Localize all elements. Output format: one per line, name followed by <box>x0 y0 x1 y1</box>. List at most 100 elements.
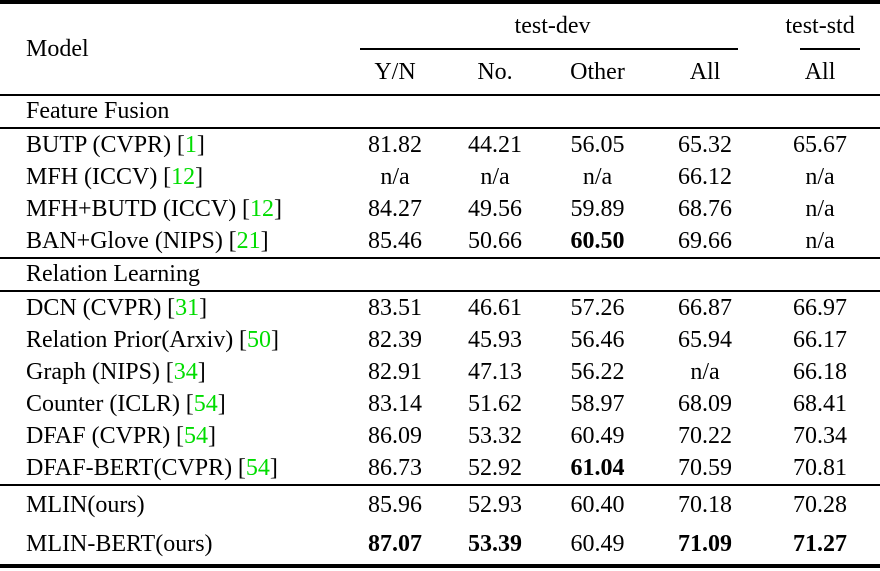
cell-std-all: 70.81 <box>793 454 848 481</box>
model-name: BAN+Glove (NIPS) <box>26 227 223 254</box>
bracket-close: ] <box>195 163 204 190</box>
cell-other: 58.97 <box>570 390 625 417</box>
cell-all: 70.59 <box>678 454 733 481</box>
column-header-all: All <box>689 58 721 85</box>
table-row-counter: Counter (ICLR) [54] 83.14 51.62 58.97 68.… <box>0 388 880 420</box>
citation-link[interactable]: [1] <box>177 132 205 158</box>
model-name: MLIN(ours) <box>26 492 145 518</box>
bracket-close: ] <box>273 195 282 222</box>
bracket-close: ] <box>196 131 205 158</box>
citation-link[interactable]: [12] <box>242 196 282 222</box>
model-cell: MLIN(ours) <box>0 485 345 525</box>
table-row-dcn: DCN (CVPR) [31] 83.51 46.61 57.26 66.87 6… <box>0 291 880 324</box>
cell-std-all: n/a <box>805 195 835 222</box>
cell-no: 51.62 <box>468 390 522 417</box>
table-row-graph: Graph (NIPS) [34] 82.91 47.13 56.22 n/a 6… <box>0 356 880 388</box>
bracket-open: [ <box>239 326 248 353</box>
cell-yn: 82.91 <box>368 358 422 385</box>
cell-no: 49.56 <box>468 195 522 222</box>
citation-number: 21 <box>236 227 261 254</box>
cell-std-all: 66.18 <box>793 358 848 385</box>
cell-std-all: 68.41 <box>793 390 848 417</box>
bracket-close: ] <box>271 326 280 353</box>
cmidrule-test-dev <box>360 48 739 50</box>
header-group-row: Model test-dev test-std <box>0 2 880 62</box>
model-name: MFH (ICCV) <box>26 163 158 190</box>
cell-yn: 84.27 <box>368 195 422 222</box>
citation-link[interactable]: [50] <box>239 327 279 353</box>
table-row-ban-glove: BAN+Glove (NIPS) [21] 85.46 50.66 60.50 6… <box>0 225 880 258</box>
column-header-no: No. <box>477 58 513 85</box>
bracket-close: ] <box>217 390 226 417</box>
model-cell: DFAF (CVPR) [54] <box>0 420 345 452</box>
table-row-mlin-bert: MLIN-BERT(ours) 87.07 53.39 60.49 71.09 … <box>0 525 880 566</box>
cell-std-all: 70.28 <box>793 492 848 518</box>
column-header-other: Other <box>570 58 625 85</box>
citation-link[interactable]: [54] <box>186 391 226 417</box>
model-name: MFH+BUTD (ICCV) <box>26 195 237 222</box>
cell-no: 47.13 <box>468 358 522 385</box>
bracket-close: ] <box>269 454 278 481</box>
model-name: MLIN-BERT(ours) <box>26 531 213 557</box>
column-header-yn: Y/N <box>374 58 416 85</box>
cell-yn: 83.14 <box>368 390 422 417</box>
cell-no: 44.21 <box>468 131 522 158</box>
citation-link[interactable]: [21] <box>229 228 269 254</box>
cell-std-all: 66.17 <box>793 326 848 353</box>
citation-number: 54 <box>193 390 218 417</box>
model-cell: Counter (ICLR) [54] <box>0 388 345 420</box>
header-subcolumn-row: Y/N No. Other All All <box>0 50 880 95</box>
column-group-test-std: test-std <box>760 2 880 50</box>
citation-number: 34 <box>173 358 198 385</box>
model-cell: BAN+Glove (NIPS) [21] <box>0 225 345 258</box>
cell-other: 56.05 <box>570 131 625 158</box>
cell-all: 71.09 <box>678 531 733 557</box>
cell-std-all: 65.67 <box>793 131 848 158</box>
citation-link[interactable]: [54] <box>176 423 216 449</box>
bracket-open: [ <box>176 422 185 449</box>
cell-other: 60.40 <box>570 492 625 518</box>
model-name: BUTP (CVPR) <box>26 131 172 158</box>
cell-other: 59.89 <box>570 195 625 222</box>
cell-other: 61.04 <box>570 454 625 481</box>
test-std-label: test-std <box>785 12 855 39</box>
table-row-relation-prior: Relation Prior(Arxiv) [50] 82.39 45.93 56… <box>0 324 880 356</box>
cell-no: 50.66 <box>468 227 522 254</box>
cell-all: n/a <box>690 358 720 385</box>
cell-other: 60.49 <box>570 422 625 449</box>
cell-no: n/a <box>480 163 510 190</box>
model-cell: MLIN-BERT(ours) <box>0 525 345 566</box>
bracket-open: [ <box>176 131 185 158</box>
cell-std-all: n/a <box>805 163 835 190</box>
model-cell: MFH (ICCV) [12] <box>0 161 345 193</box>
cell-yn: 85.96 <box>368 492 422 518</box>
citation-link[interactable]: [12] <box>163 164 203 190</box>
cell-other: 60.49 <box>570 531 625 557</box>
bracket-open: [ <box>165 358 174 385</box>
citation-link[interactable]: [34] <box>166 359 206 385</box>
cell-no: 52.93 <box>468 492 522 518</box>
bracket-open: [ <box>241 195 250 222</box>
cell-std-all: n/a <box>805 227 835 254</box>
citation-link[interactable]: [31] <box>167 295 207 321</box>
citation-link[interactable]: [54] <box>238 455 278 481</box>
model-cell: MFH+BUTD (ICCV) [12] <box>0 193 345 225</box>
cell-yn: 86.73 <box>368 454 422 481</box>
bracket-open: [ <box>163 163 172 190</box>
column-group-test-dev: test-dev <box>345 2 760 50</box>
model-name: DCN (CVPR) <box>26 294 162 321</box>
model-name: Counter (ICLR) <box>26 390 180 417</box>
cell-std-all: 66.97 <box>793 294 848 321</box>
column-header-std-all: All <box>804 58 836 85</box>
cell-std-all: 71.27 <box>793 531 848 557</box>
model-cell: DFAF-BERT(CVPR) [54] <box>0 452 345 485</box>
cell-other: 60.50 <box>570 227 625 254</box>
cell-other: 56.46 <box>570 326 625 353</box>
bracket-open: [ <box>228 227 237 254</box>
cell-no: 53.39 <box>468 531 522 557</box>
model-cell: BUTP (CVPR) [1] <box>0 128 345 161</box>
cell-yn: 81.82 <box>368 131 422 158</box>
model-name: DFAF-BERT(CVPR) <box>26 454 233 481</box>
column-header-model: Model <box>26 35 89 62</box>
